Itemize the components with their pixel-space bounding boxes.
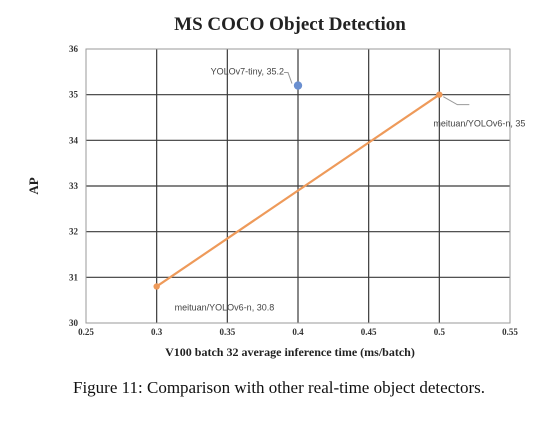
data-label: meituan/YOLOv6-n, 30.8: [175, 302, 275, 312]
y-tick-label: 30: [69, 318, 79, 328]
chart-title: MS COCO Object Detection: [174, 14, 406, 35]
data-point: [293, 81, 303, 90]
label-leader-line: [284, 72, 293, 84]
y-tick-label: 34: [69, 135, 79, 145]
label-leader-line: [443, 96, 470, 106]
x-tick-label: 0.25: [78, 327, 94, 337]
plot-frame: [85, 48, 511, 324]
y-tick-label: 32: [69, 227, 79, 237]
x-tick-label: 0.55: [502, 327, 518, 337]
x-tick-label: 0.45: [361, 327, 377, 337]
y-tick-label: 33: [69, 181, 79, 191]
y-tick-label: 36: [69, 44, 79, 54]
data-label: YOLOv7-tiny, 35.2: [211, 67, 284, 77]
grid-lines: [86, 49, 510, 323]
x-tick-label: 0.4: [292, 327, 304, 337]
data-point: [436, 91, 443, 98]
axes: 0.25 0.3 0.35 0.4 0.45 0.5 0.55 30 31 32 33 34 35 36: [69, 44, 518, 337]
annotations: meituan/YOLOv6-n, 30.8 meituan/YOLOv6-n, …: [175, 67, 526, 313]
x-tick-label: 0.35: [219, 327, 235, 337]
x-tick-label: 0.5: [434, 327, 446, 337]
data-label: meituan/YOLOv6-n, 35: [433, 119, 525, 129]
figure-caption: Figure 11: Comparison with other real-ti…: [73, 378, 485, 397]
data-point: [153, 283, 160, 290]
y-axis-label: AP: [26, 177, 41, 194]
series-layer: [153, 81, 443, 290]
x-axis-label: V100 batch 32 average inference time (ms…: [165, 345, 415, 359]
y-tick-label: 31: [69, 272, 79, 282]
series-line: [156, 93, 440, 288]
y-tick-label: 35: [69, 90, 79, 100]
x-tick-label: 0.3: [151, 327, 163, 337]
